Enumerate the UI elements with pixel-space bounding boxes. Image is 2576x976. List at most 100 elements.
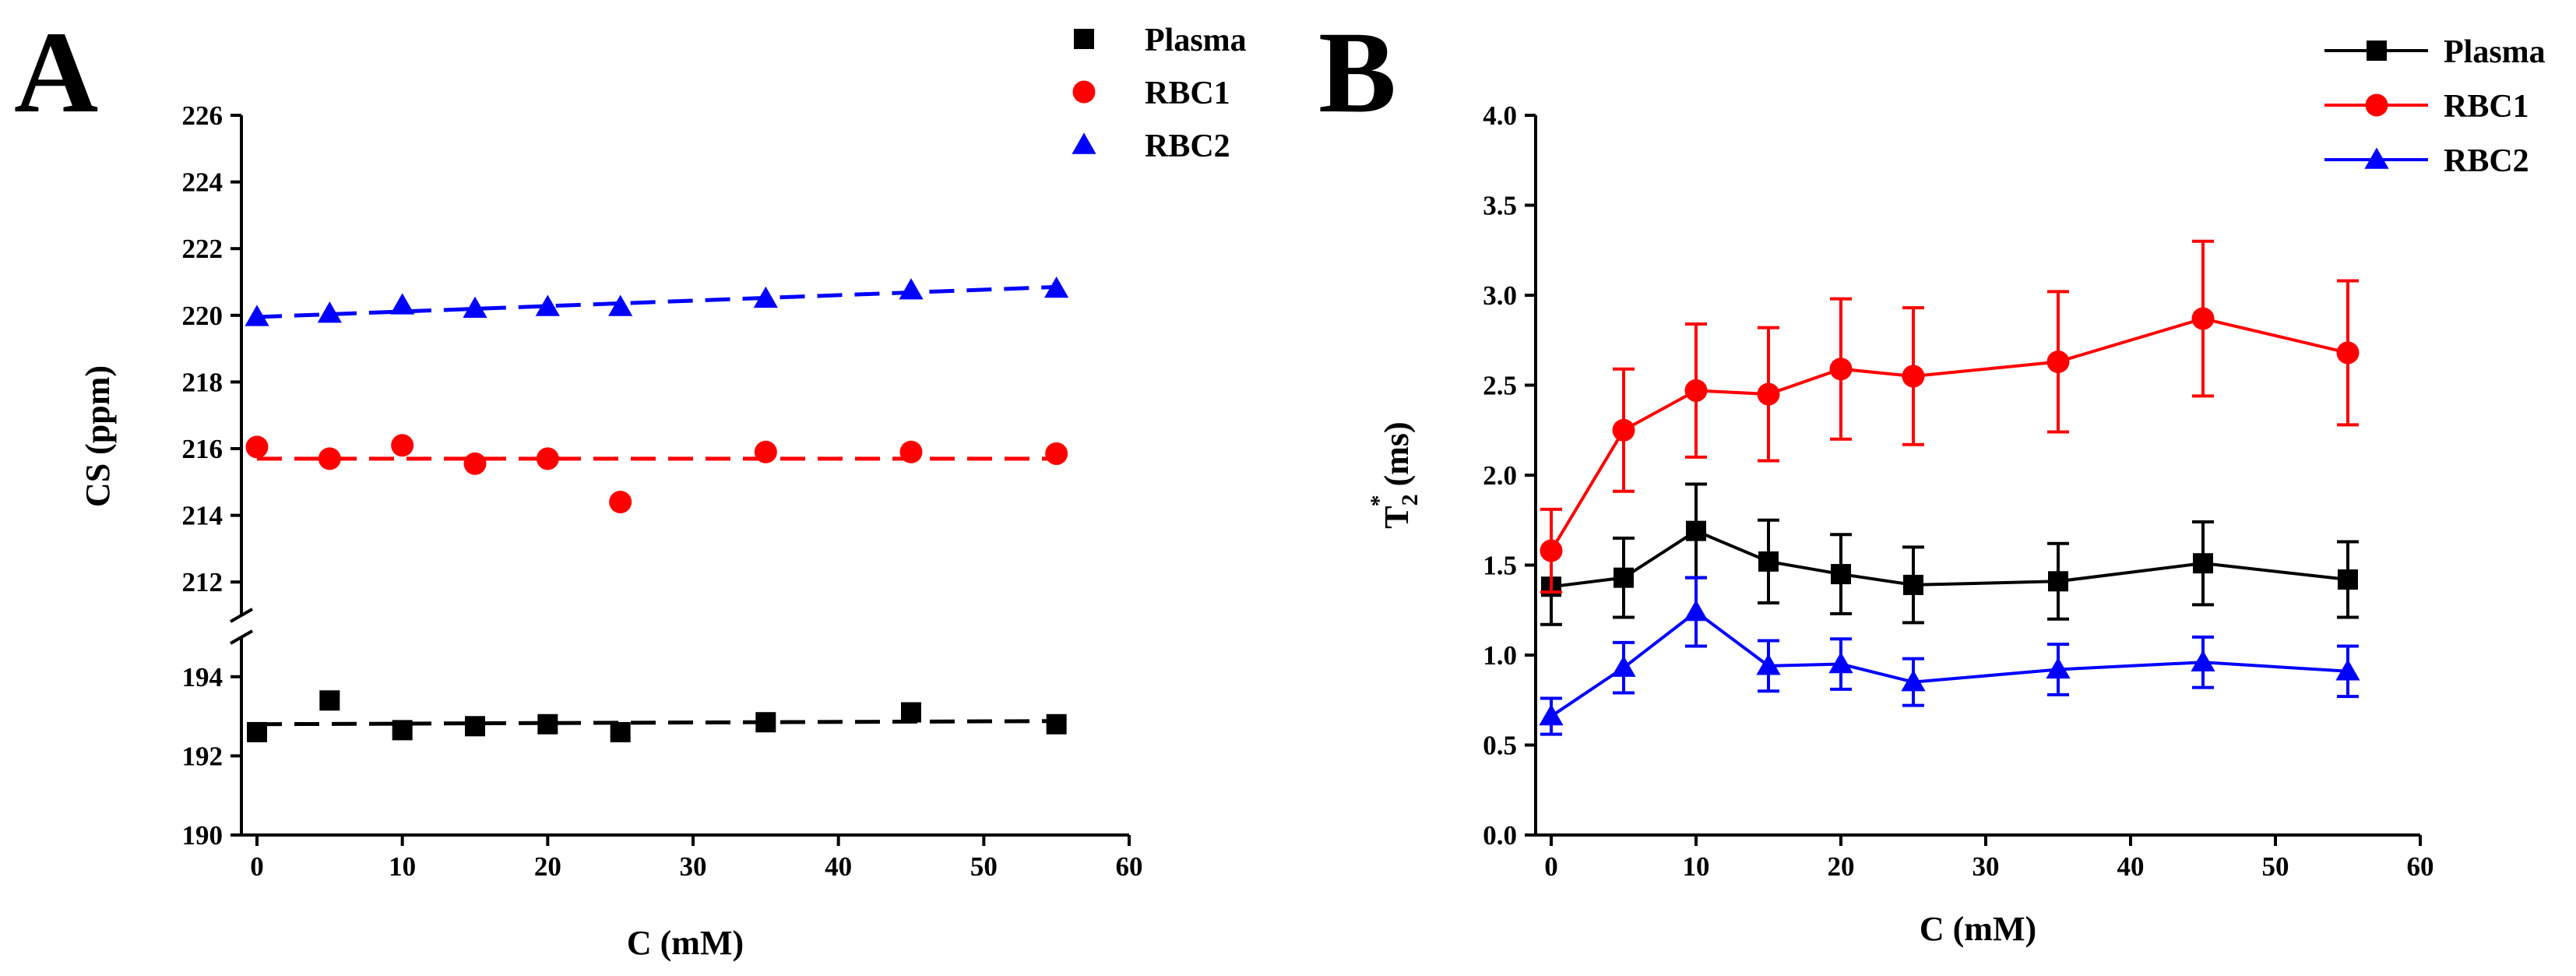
x-tick-label: 60 [1116,851,1143,882]
data-point [1903,574,1923,595]
legend-label: RBC1 [1145,76,1230,111]
y-tick-label: 0.0 [1483,820,1517,851]
data-point [465,716,485,737]
x-tick-label: 20 [1828,851,1855,882]
y-axis-title-subscript: 2 [1397,494,1423,506]
x-tick-label: 0 [1544,851,1558,882]
data-point [1540,539,1563,562]
legend-label: RBC2 [1145,129,1230,164]
data-point [609,490,632,513]
y-tick-label: 2.0 [1483,460,1517,491]
data-point [2046,350,2070,373]
data-point [245,305,269,326]
series-rbc1 [245,434,1068,513]
data-point [2335,659,2360,681]
data-point [1044,276,1069,298]
x-axis-title: C (mM) [627,924,744,962]
series-line [1550,610,2349,718]
data-point [1046,714,1067,735]
series-rbc2 [1539,576,2360,736]
legend-label: Plasma [2444,34,2546,70]
x-tick-label: 40 [825,851,852,882]
data-point [1684,599,1709,622]
x-tick-label: 10 [1683,851,1710,882]
data-point [1831,564,1851,585]
data-point [247,721,267,742]
x-tick-label: 20 [534,851,561,882]
panel-a: A 0 10 20 30 40 50 60 212 214 216 218 220 222 224 226 19… [14,8,1247,962]
series-rbc1 [1540,239,2360,594]
legend-label: RBC2 [2444,143,2529,179]
data-point [1829,358,1853,381]
data-point [1686,520,1706,541]
x-axis-title: C (mM) [1920,910,2036,948]
data-point [2191,307,2215,330]
data-point [901,702,921,723]
legend-marker [2367,41,2387,61]
data-point [1614,567,1634,588]
data-point [1902,365,1925,388]
axis-break-mark [230,629,253,645]
panel-b: B 0 10 20 30 40 50 60 0.0 0.5 1.0 1.5 2.0 2.5 3.0 3.5 4.… [1318,8,2546,948]
y-tick-label: 214 [182,501,223,531]
y-tick-label: 0.5 [1483,731,1517,761]
data-point [390,293,415,315]
legend-label: RBC1 [2444,89,2529,125]
series-plasma [247,690,1067,742]
data-point [391,434,414,457]
legend-a: Plasma RBC1 RBC2 [1072,23,1247,164]
data-point [1901,670,1926,692]
y-tick-label: 3.0 [1483,280,1517,311]
data-point [463,296,487,318]
x-tick-label: 50 [2262,851,2289,882]
data-point [245,435,269,459]
y-tick-label: 220 [182,301,223,331]
panel-letter-a: A [14,8,98,137]
data-point [1539,703,1564,726]
data-point [754,440,777,463]
legend-label: Plasma [1145,23,1247,58]
data-point [1758,551,1779,572]
data-point [2338,569,2358,590]
legend-marker [2365,93,2388,117]
data-point [608,294,633,316]
data-point [318,447,341,470]
x-tick-label: 30 [680,851,707,882]
data-point [463,452,487,475]
series-line [1550,316,2349,552]
legend-b: Plasma RBC1 RBC2 [2324,34,2546,179]
y-axis-title: CS (ppm) [79,365,117,507]
series-plasma [1540,482,2359,626]
data-point [2048,571,2068,592]
data-point [536,447,559,470]
data-point [899,278,924,300]
panel-letter-b: B [1318,8,1396,137]
data-point [610,721,631,742]
y-axis-title-unit: (ms) [1378,421,1416,495]
y-tick-label: 4.0 [1483,100,1517,131]
data-point [317,301,342,323]
series-line [1550,529,2349,589]
data-point [753,286,778,308]
legend-marker [2364,147,2389,169]
data-point [1757,382,1780,406]
data-point [1756,654,1781,675]
data-point [1828,651,1853,674]
y-tick-label: 218 [182,367,223,397]
data-point [2046,657,2071,679]
legend-marker [1074,29,1094,49]
y-axis-title-superscript: * [1366,495,1392,506]
data-point [2191,650,2215,671]
y-tick-label: 1.0 [1483,640,1517,671]
y-axis-title: T2 * (ms) [1366,421,1423,528]
y-axis-title-base: T [1378,506,1416,528]
data-point [2336,341,2360,365]
legend-marker [1072,80,1096,104]
data-point [755,712,776,733]
legend-marker [1072,132,1096,154]
y-tick-label: 2.5 [1483,371,1517,401]
y-tick-label: 194 [182,662,223,692]
y-tick-label: 1.5 [1483,551,1517,581]
y-tick-label: 190 [182,820,223,851]
